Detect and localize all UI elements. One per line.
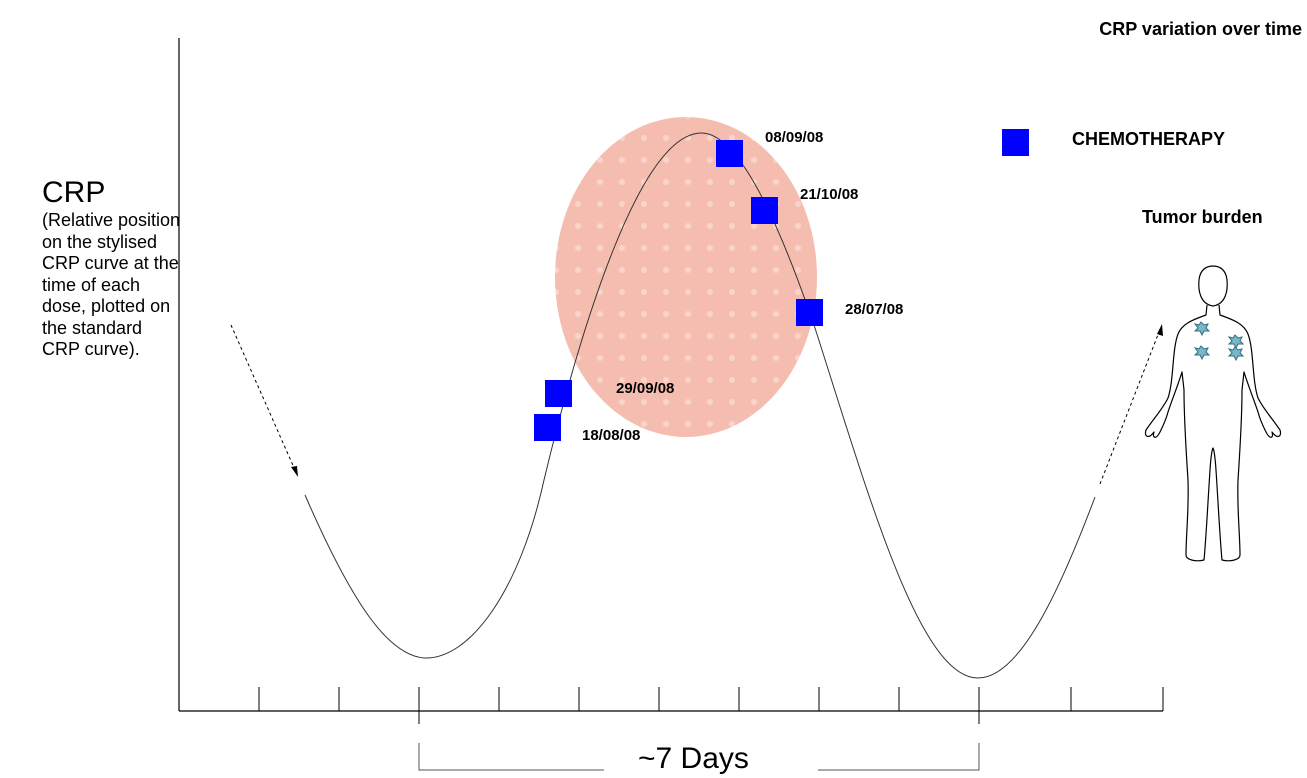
decline-arrow — [230, 324, 298, 477]
dose-marker-08-09-08 — [716, 140, 743, 167]
duration-label: ~7 Days — [638, 742, 749, 775]
legend-chemotherapy-swatch — [1002, 129, 1029, 156]
dose-marker-18-08-08 — [534, 414, 561, 441]
y-axis-label: CRP — [42, 176, 106, 209]
x-axis-ticks — [258, 687, 1164, 724]
dose-marker-28-07-08 — [796, 299, 823, 326]
tumor-burden-label: Tumor burden — [1142, 207, 1263, 227]
peak-highlight — [555, 117, 817, 437]
dose-date-label: 28/07/08 — [845, 301, 904, 318]
tumor-icon — [1193, 321, 1245, 362]
human-figure-icon — [1144, 265, 1282, 562]
crp-curve — [304, 132, 1096, 679]
dose-date-label: 08/09/08 — [765, 129, 824, 146]
rise-arrow — [1099, 324, 1163, 485]
chart-title: CRP variation over time — [1099, 19, 1302, 39]
dose-date-label: 21/10/08 — [800, 186, 859, 203]
y-axis-description: (Relative position on the stylised CRP c… — [42, 210, 181, 359]
dose-date-label: 29/09/08 — [616, 380, 675, 397]
dose-marker-21-10-08 — [751, 197, 778, 224]
legend-label: CHEMOTHERAPY — [1072, 129, 1226, 149]
dose-date-label: 18/08/08 — [582, 427, 641, 444]
duration-bracket — [418, 743, 980, 771]
dose-marker-29-09-08 — [545, 380, 572, 407]
